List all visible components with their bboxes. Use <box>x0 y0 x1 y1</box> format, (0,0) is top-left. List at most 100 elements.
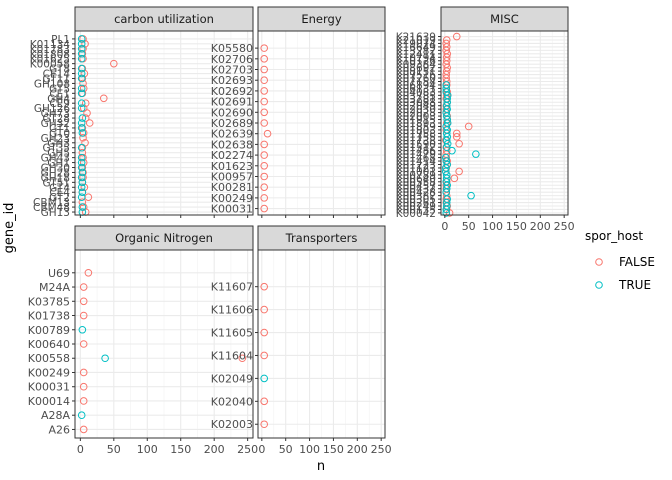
y-tick-label: K07154 <box>396 76 437 88</box>
y-tick-label: K21639 <box>396 32 436 44</box>
facet-strip <box>440 6 569 32</box>
y-tick-label: GT51 <box>42 177 70 189</box>
data-point-true <box>77 89 86 98</box>
data-point-false <box>79 158 88 167</box>
y-tick-label: GH23 <box>41 133 70 145</box>
data-point-true <box>77 84 86 93</box>
data-point-false <box>260 65 269 74</box>
data-point-true <box>77 49 86 58</box>
data-point-false <box>452 129 461 138</box>
facet-carbon-utilization: carbon utilizationGH13CBM48CBM13GT2CE4GT… <box>30 6 254 219</box>
y-tick-label: K21019 <box>396 35 436 47</box>
data-point-true <box>77 45 86 53</box>
y-tick-label: K07516 <box>396 70 437 82</box>
x-tick-label: 150 <box>506 220 527 233</box>
y-tick-label: K01808 <box>30 49 70 61</box>
x-tick-label: 0 <box>258 443 265 456</box>
y-tick-label: K01893 <box>396 118 436 130</box>
y-tick-label: CE14 <box>43 69 71 81</box>
facet-transporters: Transporters K02003 K02040 K02049 K11604 K116… <box>211 225 392 456</box>
y-tick-label: GH108 <box>34 78 70 90</box>
y-tick-label: K01590 <box>396 139 436 151</box>
data-point-false <box>260 87 269 95</box>
data-point-false <box>81 99 90 108</box>
x-tick-label: 250 <box>371 443 392 456</box>
y-tick-label: K00031 <box>28 381 70 394</box>
data-point-true <box>443 160 452 169</box>
y-tick-label: K02692 <box>211 85 253 98</box>
data-point-false <box>84 268 93 277</box>
y-tick-label: K11604 <box>211 349 253 362</box>
data-point-true <box>78 203 87 211</box>
facet-strip-label: carbon utilization <box>114 12 214 26</box>
data-point-true <box>77 143 86 152</box>
y-tick-label: GT2 <box>49 192 70 204</box>
data-point-false <box>80 183 89 192</box>
data-point-true <box>78 168 87 177</box>
data-point-true <box>442 198 451 207</box>
y-tick-label: K08692 <box>396 63 436 75</box>
data-point-false <box>79 340 88 348</box>
x-tick-label: 200 <box>530 220 551 233</box>
y-tick-label: K02030 <box>396 104 436 116</box>
panel-border <box>440 30 569 216</box>
data-point-true <box>77 64 86 73</box>
y-tick-label: K01223 <box>396 160 436 172</box>
y-tick-label: K01001 <box>396 166 436 178</box>
data-point-false <box>455 167 463 176</box>
facet-strip-label: Organic Nitrogen <box>115 231 213 245</box>
data-point-true <box>472 150 480 158</box>
y-tick-label: K01468 <box>396 153 436 165</box>
y-tick-label: K03785 <box>396 90 436 102</box>
y-tick-label: K02638 <box>211 138 253 151</box>
y-tick-label: K00281 <box>211 181 253 194</box>
y-tick-label: K02691 <box>211 96 253 109</box>
data-point-false <box>464 122 473 131</box>
y-tick-label: K00382 <box>396 191 436 203</box>
y-tick-label: K01783 <box>30 44 70 56</box>
data-point-true <box>443 91 452 100</box>
x-tick-label: 100 <box>137 443 158 456</box>
y-tick-label: K00457 <box>396 180 436 192</box>
y-tick-label: K04083 <box>396 87 436 99</box>
data-point-true <box>78 188 87 197</box>
data-point-false <box>452 32 461 41</box>
y-tick-label: K06131 <box>396 83 436 95</box>
x-tick-label: 100 <box>482 220 503 233</box>
y-tick-label: GH13 <box>41 207 70 219</box>
facet-strip <box>74 6 254 32</box>
y-tick-label: K00014 <box>28 395 70 408</box>
x-tick-label: 50 <box>279 443 293 456</box>
data-point-false <box>260 140 269 149</box>
data-point-false <box>260 282 269 291</box>
legend-item-label: FALSE <box>619 255 655 269</box>
y-tick-label: K03088 <box>396 97 436 109</box>
facet-energy: Energy K00031K00249K00281K00957K01623K022… <box>211 6 386 218</box>
y-tick-label: M24A <box>39 281 70 294</box>
y-tick-label: K11605 <box>211 327 253 340</box>
data-point-false <box>260 420 269 429</box>
data-point-false <box>79 79 87 88</box>
panel-border <box>74 249 254 439</box>
y-tick-label: K00305 <box>396 194 436 206</box>
y-tick-label: U69 <box>48 267 70 280</box>
y-tick-label: K02040 <box>211 395 253 408</box>
y-tick-label: PL1 <box>51 34 70 46</box>
data-point-true <box>77 54 86 63</box>
y-tick-label: K01755 <box>396 132 436 144</box>
data-point-false <box>81 114 90 122</box>
y-tick-label: GH32 <box>41 118 70 130</box>
y-tick-label: K01915 <box>396 115 436 127</box>
data-point-false <box>79 425 88 434</box>
y-tick-label: GT5 <box>49 83 70 95</box>
data-point-true <box>448 146 456 155</box>
y-tick-label: K00640 <box>28 338 70 351</box>
y-tick-label: K01123 <box>396 163 436 175</box>
panel-border <box>74 30 254 216</box>
y-tick-label: K02049 <box>396 101 436 113</box>
data-point-false <box>260 119 269 127</box>
data-point-true <box>78 178 87 187</box>
panel-border <box>257 249 386 439</box>
